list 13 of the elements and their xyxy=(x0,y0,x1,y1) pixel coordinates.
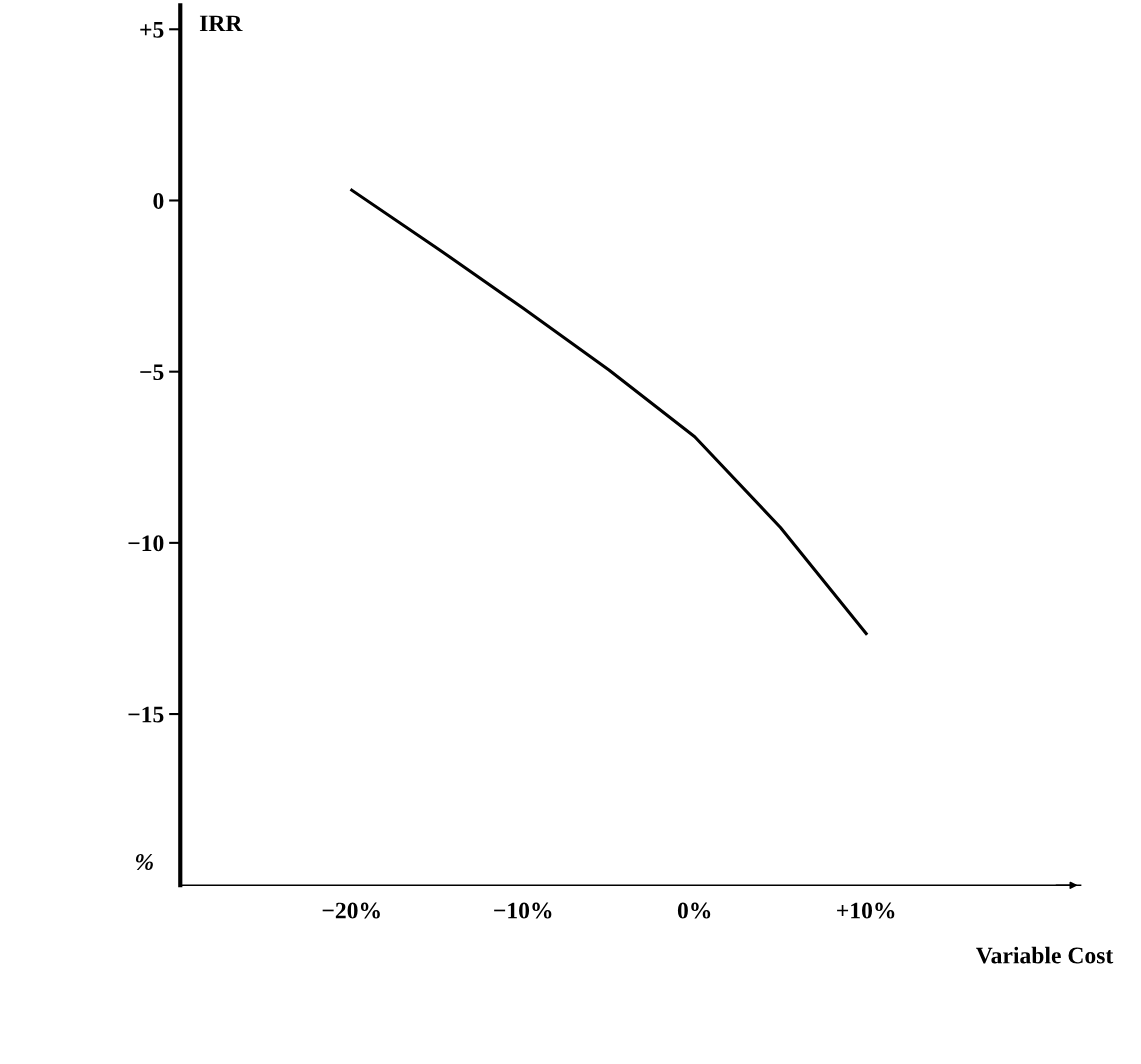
text: % xyxy=(135,853,153,870)
y-tick-label: −5 xyxy=(140,364,164,381)
x-axis-title: Variable Cost xyxy=(976,946,1114,964)
x-tick-label: −10% xyxy=(494,902,552,919)
line-series xyxy=(350,188,868,636)
x-tick-label: −20% xyxy=(322,902,380,919)
x-tick-label: 0% xyxy=(677,902,711,919)
y-tick-label: +5 xyxy=(140,22,164,38)
y-tick-label: −10 xyxy=(128,535,164,552)
y-axis-title: IRR xyxy=(199,15,243,32)
y-tick-label: −15 xyxy=(128,706,164,723)
x-tick-label: +10% xyxy=(837,902,895,919)
y-tick-label: 0 xyxy=(153,192,164,209)
